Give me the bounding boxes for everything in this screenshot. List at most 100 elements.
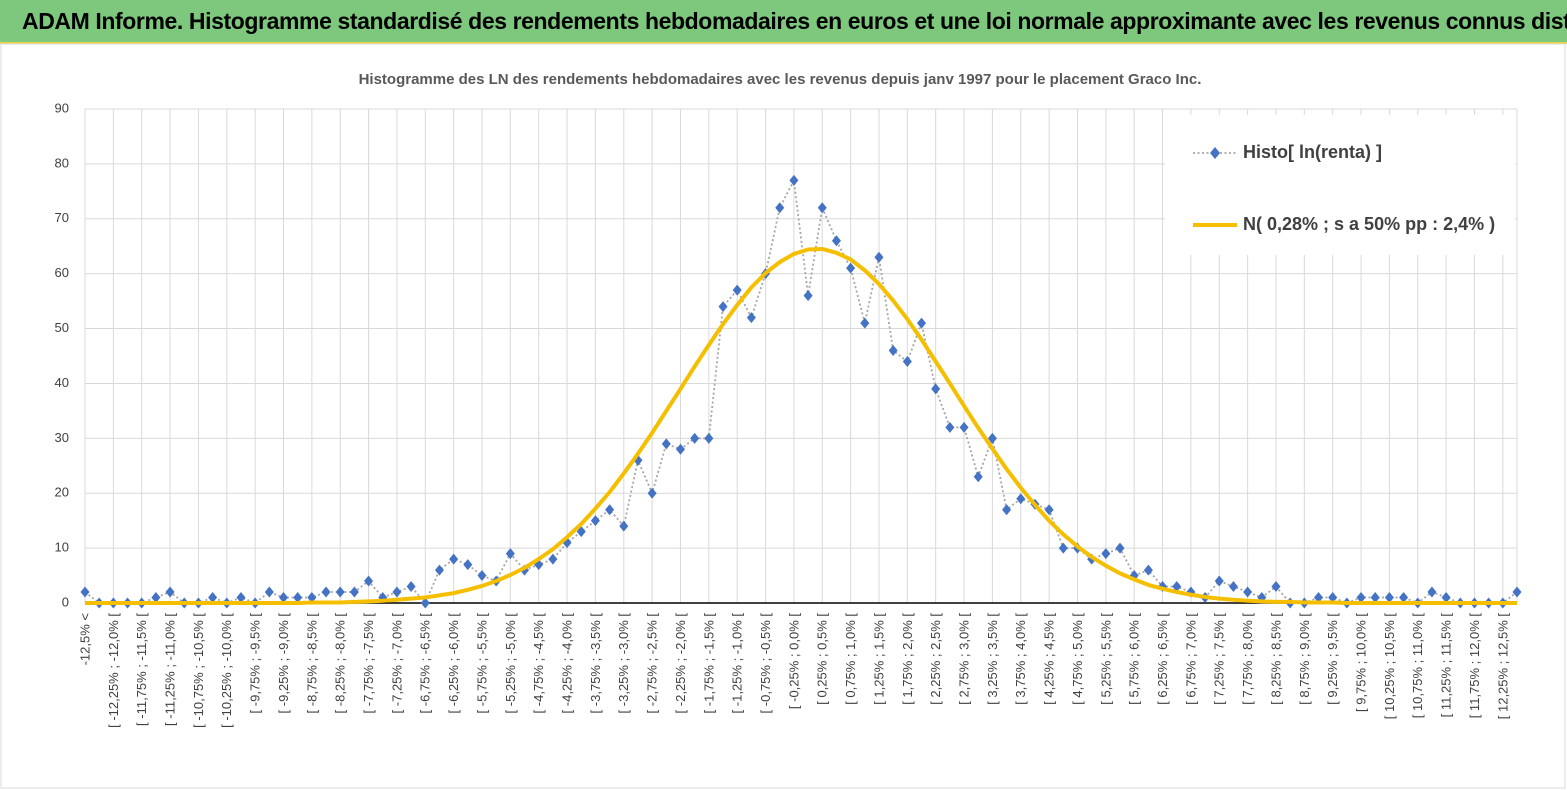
x-tick-label: [ -7,25% ; -7,0% [ — [389, 613, 404, 714]
data-point — [1044, 504, 1054, 516]
data-point — [335, 586, 345, 598]
x-tick-label: [ 3,25% ; 3,5% [ — [985, 613, 1000, 705]
x-tick-label: [ 10,25% ; 10,5% [ — [1382, 613, 1397, 720]
x-tick-label: [ -2,75% ; -2,5% [ — [645, 613, 660, 714]
data-point — [1016, 493, 1026, 505]
x-tick-label: [ -6,75% ; -6,5% [ — [418, 613, 433, 714]
data-point — [1271, 581, 1281, 593]
data-point — [803, 290, 813, 302]
data-point — [420, 597, 430, 609]
data-point — [548, 553, 558, 565]
data-point — [392, 586, 402, 598]
header-bar: ADAM Informe. Histogramme standardisé de… — [0, 0, 1567, 44]
x-tick-label: [ 2,75% ; 3,0% [ — [956, 613, 971, 705]
data-point — [987, 432, 997, 444]
data-point — [675, 443, 685, 455]
data-point — [293, 592, 303, 604]
data-point — [1058, 542, 1068, 554]
x-tick-label: [ 3,75% ; 4,0% [ — [1013, 613, 1028, 705]
x-tick-label: [ -10,25% ; -10,0% [ — [219, 613, 234, 728]
data-point — [619, 520, 629, 532]
data-point — [817, 202, 827, 214]
data-point — [463, 559, 473, 571]
x-tick-label: [ -5,75% ; -5,5% [ — [474, 613, 489, 714]
data-point — [449, 553, 459, 565]
data-point — [605, 504, 615, 516]
y-tick-label: 90 — [55, 100, 69, 115]
data-point — [661, 438, 671, 450]
data-point — [278, 592, 288, 604]
data-point — [307, 592, 317, 604]
data-point — [349, 586, 359, 598]
y-tick-label: 30 — [55, 430, 69, 445]
x-tick-label: [ 2,25% ; 2,5% [ — [928, 613, 943, 705]
x-tick-label: [ 0,25% ; 0,5% [ — [815, 613, 830, 705]
data-point — [789, 174, 799, 186]
data-point — [831, 235, 841, 247]
x-tick-label: [ -3,25% ; -3,0% [ — [616, 613, 631, 714]
x-tick-label: [ 0,75% ; 1,0% [ — [843, 613, 858, 705]
data-point — [917, 317, 927, 329]
data-point — [406, 581, 416, 593]
data-point — [1328, 592, 1338, 604]
x-tick-label: [ 1,25% ; 1,5% [ — [871, 613, 886, 705]
data-point — [931, 383, 941, 395]
data-point — [860, 317, 870, 329]
data-point — [718, 301, 728, 313]
x-tick-label: [ 5,75% ; 6,0% [ — [1127, 613, 1142, 705]
x-tick-label: [ -9,75% ; -9,5% [ — [248, 613, 263, 714]
y-tick-label: 50 — [55, 320, 69, 335]
data-point — [973, 471, 983, 483]
data-point — [1172, 581, 1182, 593]
y-tick-label: 40 — [55, 375, 69, 390]
data-point — [1002, 504, 1012, 516]
data-point — [1243, 586, 1253, 598]
x-tick-label: [ 9,75% ; 10,0% [ — [1353, 613, 1368, 712]
x-tick-label: [ -12,25% ; -12,0% [ — [106, 613, 121, 728]
x-tick-label: [ 9,25% ; 9,5% [ — [1325, 613, 1340, 705]
legend-marker — [1210, 147, 1220, 159]
data-point — [888, 345, 898, 357]
series-line — [85, 246, 1517, 605]
data-point — [264, 586, 274, 598]
data-point — [80, 586, 90, 598]
y-tick-label: 80 — [55, 155, 69, 170]
x-tick-label: [ -8,25% ; -8,0% [ — [333, 613, 348, 714]
data-point — [1356, 592, 1366, 604]
y-tick-label: 70 — [55, 210, 69, 225]
x-tick-label: [ 5,25% ; 5,5% [ — [1098, 613, 1113, 705]
data-point — [165, 586, 175, 598]
x-tick-label: [ -0,25% ; 0,0% [ — [786, 613, 801, 709]
x-tick-label: [ -4,25% ; -4,0% [ — [559, 613, 574, 714]
x-tick-label: [ -9,25% ; -9,0% [ — [276, 613, 291, 714]
y-tick-label: 10 — [55, 540, 69, 555]
data-point — [704, 432, 714, 444]
data-point — [434, 564, 444, 576]
x-tick-label: [ -1,75% ; -1,5% [ — [701, 613, 716, 714]
data-point — [590, 515, 600, 527]
data-point — [1370, 592, 1380, 604]
data-point — [364, 575, 374, 587]
x-tick-label: [ 8,25% ; 8,5% [ — [1268, 613, 1283, 705]
data-point — [902, 355, 912, 367]
legend-label: N( 0,28% ; s a 50% pp : 2,4% ) — [1243, 214, 1495, 234]
x-tick-label: [ 1,75% ; 2,0% [ — [900, 613, 915, 705]
data-point — [1427, 586, 1437, 598]
data-point — [1384, 592, 1394, 604]
x-tick-label: [ 7,25% ; 7,5% [ — [1212, 613, 1227, 705]
data-point — [959, 421, 969, 433]
data-point — [1228, 581, 1238, 593]
data-point — [874, 251, 884, 263]
x-tick-label: [ -4,75% ; -4,5% [ — [531, 613, 546, 714]
x-tick-label: [ 8,75% ; 9,0% [ — [1297, 613, 1312, 705]
data-point — [746, 312, 756, 324]
data-point — [1143, 564, 1153, 576]
x-tick-label: [ -6,25% ; -6,0% [ — [446, 613, 461, 714]
data-point — [732, 284, 742, 296]
x-tick-label: [ -8,75% ; -8,5% [ — [304, 613, 319, 714]
data-point — [775, 202, 785, 214]
legend-box — [1165, 115, 1515, 255]
data-point — [1399, 592, 1409, 604]
x-tick-label: [ -11,75% ; -11,5% [ — [134, 613, 149, 726]
